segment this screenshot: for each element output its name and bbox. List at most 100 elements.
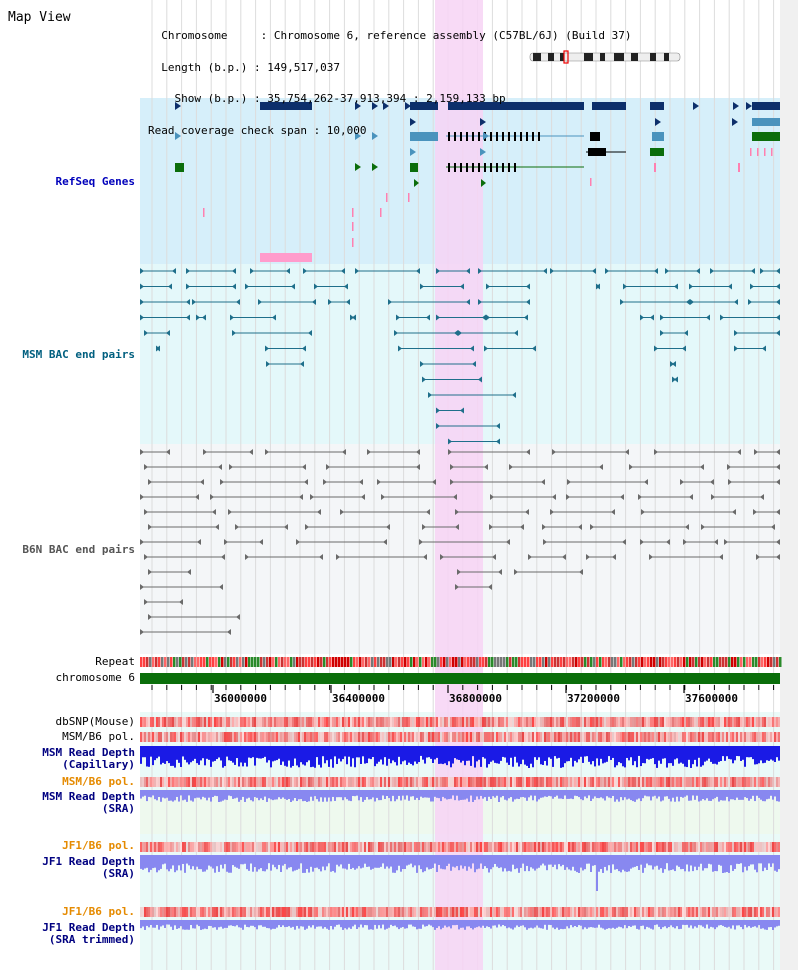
read-depth-bar bbox=[396, 790, 398, 800]
polymorphism-cell bbox=[460, 732, 462, 742]
polymorphism-cell bbox=[226, 907, 228, 917]
polymorphism-cell bbox=[264, 842, 266, 852]
repeat-element bbox=[650, 657, 653, 667]
read-depth-bar bbox=[352, 920, 354, 927]
polymorphism-cell bbox=[144, 842, 146, 852]
dbsnp-cell bbox=[238, 717, 240, 727]
bac-end-marker bbox=[383, 539, 387, 545]
polymorphism-cell bbox=[378, 732, 380, 742]
dbsnp-cell bbox=[226, 717, 228, 727]
bac-end-marker bbox=[140, 268, 144, 274]
read-depth-bar bbox=[526, 855, 528, 866]
polymorphism-cell bbox=[182, 777, 184, 787]
bac-end-marker bbox=[232, 268, 236, 274]
read-depth-bar bbox=[352, 790, 354, 796]
dbsnp-cell bbox=[600, 717, 602, 727]
dbsnp-cell bbox=[142, 717, 144, 727]
read-depth-bar bbox=[560, 920, 562, 929]
polymorphism-cell bbox=[260, 842, 262, 852]
read-depth-bar bbox=[182, 746, 184, 757]
read-depth-bar bbox=[590, 746, 592, 765]
repeat-element bbox=[734, 657, 737, 667]
track-label-refseq[interactable]: RefSeq Genes bbox=[55, 175, 135, 188]
read-depth-bar bbox=[450, 746, 452, 768]
read-depth-bar bbox=[204, 746, 206, 766]
dbsnp-cell bbox=[702, 717, 704, 727]
read-depth-bar bbox=[744, 920, 746, 925]
polymorphism-cell bbox=[734, 842, 736, 852]
polymorphism-cell bbox=[526, 732, 528, 742]
dbsnp-cell bbox=[714, 717, 716, 727]
polymorphism-cell bbox=[564, 842, 566, 852]
read-depth-bar bbox=[174, 746, 176, 768]
read-depth-bar bbox=[214, 790, 216, 796]
repeat-element bbox=[725, 657, 728, 667]
bac-end-marker bbox=[760, 268, 764, 274]
read-depth-bar bbox=[400, 746, 402, 765]
dbsnp-cell bbox=[646, 717, 648, 727]
polymorphism-cell bbox=[318, 842, 320, 852]
dbsnp-cell bbox=[314, 717, 316, 727]
polymorphism-cell bbox=[658, 842, 660, 852]
polymorphism-cell bbox=[686, 907, 688, 917]
gene-arrow-icon bbox=[372, 132, 378, 140]
polymorphism-cell bbox=[650, 842, 652, 852]
polymorphism-cell bbox=[312, 732, 314, 742]
read-depth-bar bbox=[618, 790, 620, 802]
polymorphism-cell bbox=[624, 842, 626, 852]
polymorphism-cell bbox=[722, 842, 724, 852]
polymorphism-cell bbox=[162, 842, 164, 852]
dbsnp-cell bbox=[216, 717, 218, 727]
dbsnp-cell bbox=[144, 717, 146, 727]
read-depth-bar bbox=[412, 790, 414, 797]
polymorphism-cell bbox=[566, 732, 568, 742]
polymorphism-cell bbox=[274, 732, 276, 742]
read-depth-bar bbox=[330, 920, 332, 926]
dbsnp-cell bbox=[182, 717, 184, 727]
polymorphism-cell bbox=[146, 907, 148, 917]
read-depth-bar bbox=[320, 746, 322, 768]
read-depth-bar bbox=[582, 920, 584, 930]
read-depth-bar bbox=[190, 920, 192, 925]
bac-end-marker bbox=[625, 449, 629, 455]
read-depth-bar bbox=[228, 746, 230, 761]
polymorphism-cell bbox=[518, 777, 520, 787]
polymorphism-cell bbox=[492, 907, 494, 917]
repeat-element bbox=[569, 657, 572, 667]
polymorphism-cell bbox=[544, 842, 546, 852]
polymorphism-cell bbox=[622, 907, 624, 917]
polymorphism-cell bbox=[146, 842, 148, 852]
read-depth-bar bbox=[544, 855, 546, 866]
read-depth-bar bbox=[266, 920, 268, 929]
polymorphism-cell bbox=[194, 907, 196, 917]
read-depth-bar bbox=[716, 746, 718, 765]
bac-end-marker bbox=[344, 283, 348, 290]
track-label-b6n-bac[interactable]: B6N BAC end pairs bbox=[22, 543, 135, 556]
read-depth-bar bbox=[242, 790, 244, 797]
bac-end-marker bbox=[496, 438, 500, 445]
read-depth-bar bbox=[568, 855, 570, 870]
read-depth-bar bbox=[328, 855, 330, 864]
polymorphism-cell bbox=[324, 842, 326, 852]
polymorphism-cell bbox=[508, 732, 510, 742]
read-depth-bar bbox=[640, 790, 642, 802]
track-label-msm-bac[interactable]: MSM BAC end pairs bbox=[22, 348, 135, 361]
repeat-element bbox=[245, 657, 248, 667]
bac-end-marker bbox=[232, 330, 236, 336]
read-depth-bar bbox=[760, 920, 762, 929]
polymorphism-cell bbox=[278, 777, 280, 787]
polymorphism-cell bbox=[778, 842, 780, 852]
read-depth-bar bbox=[190, 855, 192, 870]
read-depth-bar bbox=[486, 855, 488, 869]
read-depth-bar bbox=[490, 746, 492, 762]
read-depth-bar bbox=[260, 920, 262, 926]
page-title: Map View bbox=[8, 10, 71, 25]
polymorphism-cell bbox=[752, 907, 754, 917]
dbsnp-cell bbox=[578, 717, 580, 727]
dbsnp-cell bbox=[364, 717, 366, 727]
bac-end-marker bbox=[219, 584, 223, 590]
polymorphism-cell bbox=[552, 907, 554, 917]
gene-exon bbox=[502, 163, 504, 172]
read-depth-bar bbox=[692, 920, 694, 929]
